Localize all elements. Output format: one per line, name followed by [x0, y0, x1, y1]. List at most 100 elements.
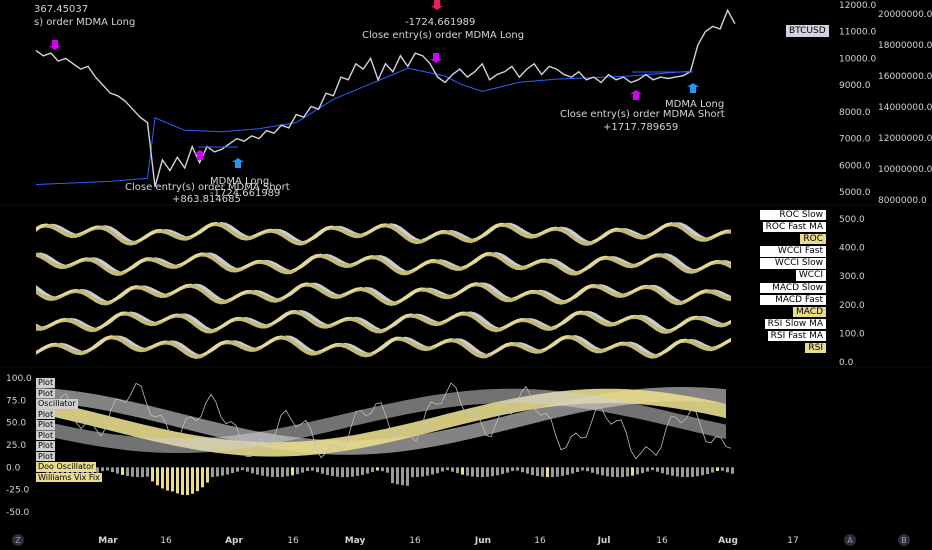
vix-fix-bar — [166, 467, 169, 491]
log-scale-button — [898, 534, 910, 546]
anno-short-label: Close entry(s) order MDMA Long — [362, 30, 525, 41]
price-axis-tick: 9000.0 — [839, 81, 871, 91]
time-axis-label: Mar — [98, 536, 118, 546]
oscillator-legend-item: ROC — [800, 234, 826, 245]
vix-fix-bar — [406, 467, 409, 486]
price-axis-tick: 11000.0 — [839, 28, 876, 38]
volume-axis-tick: 20000000.0 — [878, 10, 932, 20]
vix-fix-bar — [61, 467, 64, 477]
oscillator-legend-item: RSI Slow MA — [764, 318, 826, 330]
vix-fix-bar — [181, 467, 184, 495]
vix-fix-bar — [556, 467, 559, 477]
vix-fix-bar — [616, 467, 619, 478]
oscillator-legend-item: WCCI — [795, 270, 826, 281]
vix-fix-bar — [701, 467, 704, 476]
price-axis-tick: 12000.0 — [839, 1, 876, 11]
volume-axis-tick: 18000000.0 — [878, 41, 932, 51]
vix-fix-bar — [441, 467, 444, 472]
vix-fix-bar — [226, 467, 229, 475]
time-axis-label: 16 — [287, 536, 299, 546]
vix-fix-bar — [206, 467, 209, 483]
vix-fix-bar — [451, 467, 454, 472]
vix-fix-bar — [561, 467, 564, 476]
vix-fix-bar — [416, 467, 419, 478]
scale-button — [12, 534, 24, 546]
vix-fix-bar — [501, 467, 504, 475]
vix-fix-bar — [721, 467, 724, 471]
oscillator-legend-item: RSI — [805, 343, 826, 354]
time-axis-label: May — [345, 536, 366, 546]
vix-fix-bar — [236, 467, 239, 472]
vix-fix-bar — [316, 467, 319, 473]
oscillator-band-yellow — [36, 222, 731, 246]
price-axis-tick: 5000.0 — [839, 188, 871, 198]
vix-fix-bar — [261, 467, 264, 476]
vix-fix-bar — [76, 467, 79, 477]
log-scale-button-label: B — [901, 536, 907, 545]
short-entry-arrow — [430, 53, 442, 63]
vix-fix-bar — [586, 467, 589, 472]
oscillator-band-yellow — [36, 335, 731, 359]
oscillator-axis-tick: 0.0 — [839, 358, 854, 368]
vix-fix-bar — [266, 467, 269, 477]
vix-fix-bar — [346, 467, 349, 478]
vix-fix-bar — [726, 467, 729, 473]
vix-fix-bar — [376, 467, 379, 471]
vix-fix-bar — [456, 467, 459, 474]
volume-axis-tick: 8000000.0 — [878, 196, 927, 206]
time-axis-label: 16 — [409, 536, 421, 546]
vix-fix-bar — [401, 467, 404, 486]
vix-fix-bar — [131, 467, 134, 477]
doo-axis-tick: 75.0 — [6, 396, 26, 406]
vix-fix-bar — [466, 467, 469, 476]
vix-fix-bar — [551, 467, 554, 478]
scale-button-label: Z — [15, 536, 21, 545]
vix-fix-bar — [121, 467, 124, 475]
vix-fix-bar — [461, 467, 464, 475]
time-axis-label: Aug — [718, 536, 738, 546]
short-entry-arrow — [49, 40, 61, 50]
doo-legend: Plot Plot Oscillator Plot Plot Plot Plot Plot Do… — [36, 378, 126, 483]
vix-fix-bar — [431, 467, 434, 475]
vix-fix-bar — [706, 467, 709, 475]
vix-fix-bar — [486, 467, 489, 477]
anno-mdma-long-left-value: -1724.661989 — [210, 188, 281, 199]
vix-fix-bar — [396, 467, 399, 485]
oscillator-legend-item: WCCI Slow MA — [760, 258, 826, 279]
vix-fix-bar — [161, 467, 164, 489]
doo-axis-tick: 0.0 — [6, 463, 21, 473]
oscillator-legend-item: WCCI Fast MA — [760, 246, 826, 267]
vix-fix-bar — [366, 467, 369, 474]
doo-axis-tick: 100.0 — [6, 374, 32, 384]
price-line — [35, 8, 736, 187]
vix-fix-bar — [611, 467, 614, 477]
vix-fix-bar — [436, 467, 439, 474]
vix-fix-bar — [151, 467, 154, 482]
doo-legend-item: Plot — [36, 441, 56, 451]
oscillator-legend-item: MACD Slow MA — [760, 282, 826, 303]
vix-fix-bar — [516, 467, 519, 471]
time-axis-label: Jul — [597, 536, 611, 546]
vix-fix-bar — [146, 467, 149, 477]
oscillator-axis-tick: 500.0 — [839, 215, 865, 225]
vix-fix-bar — [606, 467, 609, 477]
long-entry-arrow — [687, 83, 699, 93]
vix-fix-bar — [391, 467, 394, 484]
vix-fix-bar — [506, 467, 509, 473]
time-axis-label: Apr — [225, 536, 243, 546]
vix-fix-bar — [666, 467, 669, 475]
vix-fix-bar — [126, 467, 129, 477]
vix-fix-bar — [71, 467, 74, 478]
vix-fix-bar — [136, 467, 139, 478]
vix-fix-bar — [371, 467, 374, 473]
vix-fix-bar — [596, 467, 599, 475]
vix-fix-bar — [521, 467, 524, 473]
vix-fix-bar — [566, 467, 569, 475]
top-left-order: s) order MDMA Long — [34, 17, 136, 28]
vix-fix-bar — [636, 467, 639, 475]
vix-fix-bar — [471, 467, 474, 477]
doo-legend-item: Doo Oscillator — [36, 462, 97, 472]
vix-fix-bar — [531, 467, 534, 476]
doo-axis-tick: -50.0 — [6, 508, 30, 518]
